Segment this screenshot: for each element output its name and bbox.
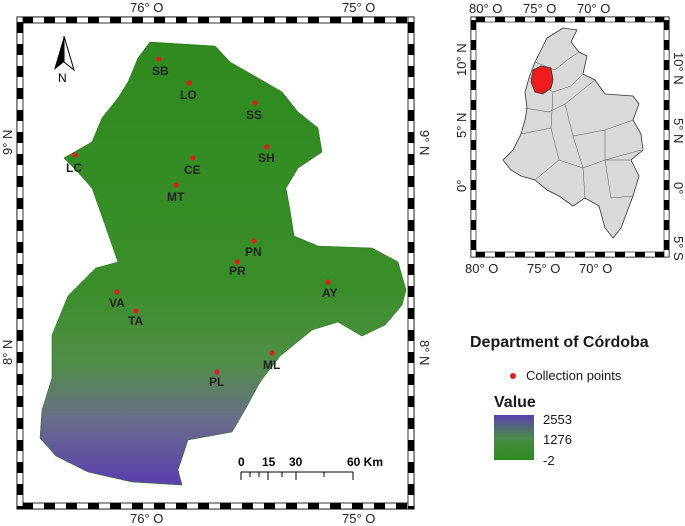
inset-bottom-lon-label: 75° O xyxy=(527,261,560,276)
collection-point-pn xyxy=(251,238,257,244)
value-mid-label: 1276 xyxy=(543,432,572,447)
inset-top-lon-label: 80° O xyxy=(469,1,502,16)
collection-point-marker-icon xyxy=(510,372,516,379)
collection-point-ce xyxy=(190,155,196,161)
inset-right-lat-label: 10° N xyxy=(671,52,685,85)
collection-point-label: PL xyxy=(209,375,224,389)
inset-top-lon-label: 75° O xyxy=(523,1,556,16)
collection-point-lo xyxy=(186,80,192,86)
collection-point-label: VA xyxy=(109,296,125,310)
collection-point-sh xyxy=(264,144,270,150)
scale-bar: 0 15 30 60 Km xyxy=(238,455,383,480)
collection-point-label: SS xyxy=(246,108,262,122)
collection-point-label: LO xyxy=(180,88,197,102)
legend-point-item: Collection points xyxy=(510,368,621,383)
collection-point-lc xyxy=(72,152,78,158)
bottom-lon-label: 76° O xyxy=(130,511,163,526)
inset-left-lat-label: 10° N xyxy=(455,43,469,76)
collection-point-label: CE xyxy=(184,163,201,177)
department-boundaries xyxy=(520,51,642,199)
right-lat-label: 8° N xyxy=(417,340,430,365)
scale-label: 60 Km xyxy=(347,455,383,469)
collection-point-pl xyxy=(214,369,220,375)
inset-right-lat-label: 0° xyxy=(671,182,685,194)
collection-point-label: ML xyxy=(263,358,280,372)
collection-point-ay xyxy=(325,279,331,285)
collection-point-label: SB xyxy=(152,64,169,78)
collection-point-sb xyxy=(156,56,162,62)
value-color-ramp xyxy=(494,415,534,460)
value-max-label: 2553 xyxy=(543,412,572,427)
collection-point-label: MT xyxy=(167,190,185,204)
inset-left-lat-label: 0° xyxy=(455,180,469,192)
right-lat-label: 9° N xyxy=(417,130,430,155)
inset-top-lon-label: 70° O xyxy=(577,1,610,16)
collection-point-pr xyxy=(234,259,240,265)
north-label: N xyxy=(58,71,67,85)
inset-left-lat-label: 5° N xyxy=(455,113,469,138)
legend-title: Department of Córdoba xyxy=(470,334,649,351)
collection-point-ml xyxy=(269,350,275,356)
scale-label: 0 xyxy=(238,455,245,469)
value-min-label: -2 xyxy=(543,453,555,468)
north-arrow-icon xyxy=(54,35,75,72)
collection-point-va xyxy=(114,289,120,295)
bottom-lon-label: 75° O xyxy=(342,511,375,526)
collection-point-label: TA xyxy=(128,314,143,328)
collection-point-label: PN xyxy=(245,245,262,259)
left-lat-label: 8° N xyxy=(0,340,15,365)
collection-point-label: SH xyxy=(258,151,275,165)
collection-point-label: PR xyxy=(229,264,246,278)
value-legend-title: Value xyxy=(494,394,536,411)
inset-bottom-lon-label: 70° O xyxy=(579,261,612,276)
top-lon-label: 76° O xyxy=(130,0,163,15)
collection-point-label: AY xyxy=(322,286,338,300)
collection-point-mt xyxy=(173,182,179,188)
collection-point-label: LC xyxy=(66,161,82,175)
department-cordoba-shape xyxy=(39,41,407,486)
cordoba-highlight xyxy=(530,65,554,95)
inset-map: 80° O 75° O 70° O 80° O 75° O 70° O 10° … xyxy=(455,1,685,276)
main-map: N 76° O 75° O 76° O 75° O 9° N 8° N 9° N… xyxy=(0,0,430,526)
collection-point-ss xyxy=(252,100,258,106)
collection-point-ta xyxy=(133,308,139,314)
scale-label: 15 xyxy=(262,455,276,469)
inset-right-lat-label: 5° S xyxy=(671,236,685,261)
legend-point-label: Collection points xyxy=(526,368,622,383)
inset-right-lat-label: 5° N xyxy=(671,118,685,143)
scale-label: 30 xyxy=(289,455,303,469)
left-lat-label: 9° N xyxy=(0,130,15,155)
top-lon-label: 75° O xyxy=(342,0,375,15)
inset-bottom-lon-label: 80° O xyxy=(465,261,498,276)
